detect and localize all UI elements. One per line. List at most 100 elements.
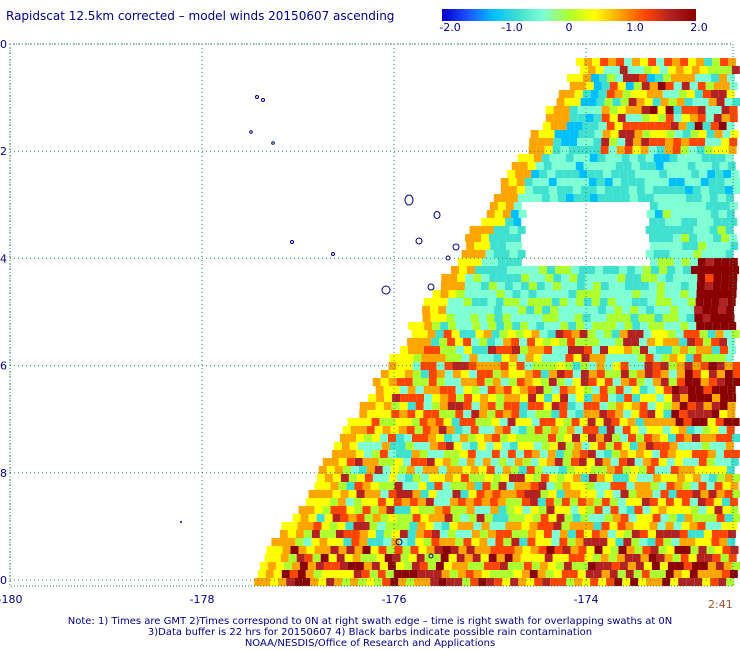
swath-cell (295, 538, 304, 546)
swath-cell (620, 378, 629, 386)
swath-cell (479, 338, 488, 346)
swath-cell (652, 98, 661, 106)
swath-cell (648, 346, 656, 354)
swath-cell (451, 266, 459, 274)
swath-cell (662, 210, 671, 218)
swath-cell (331, 450, 340, 458)
swath-cell (444, 362, 453, 370)
swath-cell (350, 578, 359, 586)
swath-cell (610, 506, 619, 514)
swath-cell (622, 426, 631, 434)
swath-cell (633, 138, 642, 146)
swath-cell (680, 58, 689, 66)
swath-cell (454, 578, 463, 586)
swath-cell (580, 514, 589, 522)
swath-cell (731, 330, 740, 338)
swath-cell (528, 394, 537, 402)
swath-cell (516, 362, 525, 370)
swath-cell (392, 554, 401, 562)
swath-cell (720, 58, 729, 66)
swath-cell (625, 114, 634, 122)
swath-cell (582, 122, 591, 130)
swath-cell (429, 442, 438, 450)
swath-cell (684, 186, 693, 194)
swath-cell (459, 562, 468, 570)
swath-cell (424, 394, 433, 402)
swath-cell (579, 266, 587, 274)
swath-cell (732, 370, 740, 378)
swath-cell (579, 66, 588, 74)
swath-cell (442, 506, 451, 514)
swath-cell (614, 314, 623, 322)
swath-cell (490, 506, 499, 514)
swath-cell (484, 434, 492, 442)
swath-cell (731, 170, 740, 178)
swath-cell (652, 370, 661, 378)
swath-cell (607, 162, 616, 170)
island-outline (290, 240, 294, 244)
swath-cell (720, 394, 729, 402)
swath-cell (567, 74, 575, 82)
swath-cell (636, 98, 645, 106)
swath-cell (508, 370, 517, 378)
swath-cell (657, 218, 666, 226)
swath-cell (483, 562, 492, 570)
swath-cell (679, 338, 688, 346)
swath-cell (483, 330, 492, 338)
swath-cell (440, 282, 449, 290)
swath-cell (487, 298, 496, 306)
swath-cell (618, 130, 627, 138)
swath-cell (539, 450, 548, 458)
swath-cell (718, 90, 727, 98)
swath-cell (630, 466, 639, 474)
swath-cell (626, 506, 635, 514)
swath-cell (398, 578, 407, 586)
swath-cell (570, 506, 579, 514)
swath-cell (601, 498, 610, 506)
swath-cell (584, 394, 593, 402)
swath-cell (607, 338, 616, 346)
swath-cell (574, 306, 583, 314)
swath-cell (412, 514, 421, 522)
swath-cell (531, 330, 540, 338)
swath-cell (732, 514, 740, 522)
swath-cell (673, 522, 682, 530)
swath-cell (490, 242, 499, 250)
swath-cell (465, 258, 474, 266)
swath-cell (378, 458, 387, 466)
swath-cell (447, 530, 456, 538)
swath-cell (511, 298, 520, 306)
swath-cell (510, 426, 519, 434)
swath-cell (598, 122, 607, 130)
swath-cell (705, 274, 714, 282)
swath-cell (714, 242, 723, 250)
swath-cell (638, 122, 647, 130)
swath-cell (527, 402, 536, 410)
swath-cell (608, 554, 617, 562)
swath-cell (553, 138, 562, 146)
swath-cell (591, 74, 599, 82)
swath-cell (400, 394, 409, 402)
swath-cell (431, 410, 440, 418)
swath-cell (553, 106, 562, 114)
swath-cell (329, 498, 338, 506)
swath-cell (705, 498, 714, 506)
swath-cell (303, 530, 312, 538)
swath-cell (693, 226, 702, 234)
swath-cell (314, 506, 323, 514)
swath-cell (558, 578, 567, 586)
swath-cell (545, 570, 554, 578)
swath-cell (596, 362, 605, 370)
swath-cell (355, 562, 364, 570)
swath-cell (539, 330, 548, 338)
swath-cell (639, 402, 648, 410)
swath-cell (689, 522, 698, 530)
swath-cell (558, 90, 567, 98)
swath-cell (322, 506, 331, 514)
swath-cell (591, 402, 600, 410)
swath-cell (383, 402, 392, 410)
swath-cell (373, 442, 382, 450)
swath-cell (499, 266, 507, 274)
swath-cell (370, 506, 379, 514)
swath-cell (551, 338, 560, 346)
